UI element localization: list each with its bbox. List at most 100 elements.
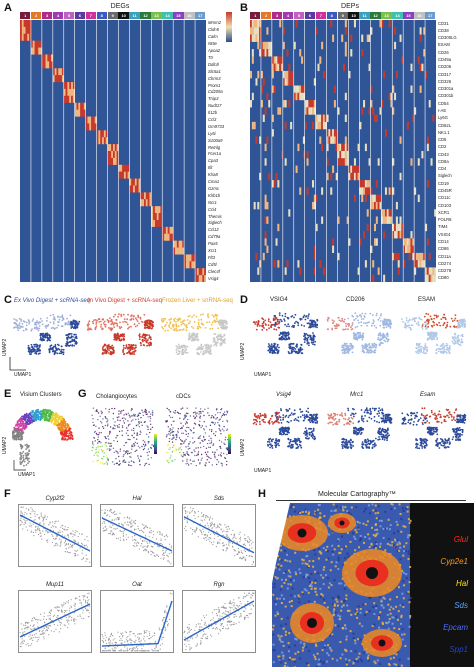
cluster-label: 14: [162, 12, 173, 19]
cluster-label: 17: [425, 12, 436, 19]
cluster-label: 9: [337, 12, 348, 19]
panel-b-letter: B: [240, 2, 248, 14]
panel-c-title-1: Ex Vivo Digest + scRNA-seq: [14, 298, 91, 304]
panel-a-cluster-bar: 1 2 3 4 5 6 7 8 9 10 11 12 13 14 15 16 17: [20, 12, 206, 19]
panel-h-title: Molecular Cartography™: [318, 491, 396, 498]
gene-label: Tnip3: [208, 96, 219, 102]
panel-c-axis-y: UMAP2: [2, 338, 8, 356]
protein-label: CD62L: [438, 122, 452, 128]
panel-d-axis-x-bottom: UMAP1: [254, 468, 272, 474]
panel-h-legend-gene: Glul: [453, 535, 468, 544]
protein-label: CD38: [438, 27, 449, 33]
gene-label: Cpa3: [208, 158, 219, 164]
panel-d-title-4: Vsig4: [276, 392, 292, 398]
gene-label: Prom1: [208, 82, 221, 88]
panel-a-heatmap: [20, 20, 206, 282]
cluster-label: 4: [282, 12, 294, 19]
gene-label: Fcer1a: [208, 151, 222, 157]
panel-b-title: DEPs: [341, 3, 359, 10]
panel-a-title: DEGs: [110, 3, 130, 10]
cluster-label: 2: [260, 12, 272, 19]
protein-label: ESAM: [438, 42, 450, 48]
gene-label: Ly6i: [208, 130, 216, 136]
protein-label: NK1.1: [438, 129, 450, 135]
panel-d-umap-cd206-protein: [326, 312, 393, 355]
panel-d-umap-vsig4-protein: [252, 312, 319, 355]
gene-label: Ccl3: [208, 116, 217, 122]
gene-label: Siglech: [208, 220, 222, 226]
panel-f-trend-plot: [182, 504, 256, 567]
protein-label: CD301a: [438, 86, 454, 92]
protein-label: TIM4: [438, 224, 448, 230]
cluster-label: 2: [30, 12, 42, 19]
gene-label: Retnlg: [208, 144, 221, 150]
panel-f-trend-plot: [18, 590, 92, 653]
protein-label: CD278: [438, 268, 452, 274]
gene-label: Apoa2: [208, 48, 221, 54]
panel-d-title-5: Mrc1: [350, 392, 364, 398]
panel-g-umap-cdcs: [165, 407, 231, 467]
protein-label: CD19: [438, 180, 449, 186]
panel-h-legend-gene: Spp1: [449, 645, 468, 654]
panel-f-trend-plot: [100, 504, 174, 567]
gene-label: Klrb1b: [208, 192, 221, 198]
panel-h-letter: H: [258, 488, 266, 500]
panel-h-cartography-image: [272, 503, 474, 667]
panel-b-cluster-bar: 1 2 3 4 5 6 7 8 9 10 11 12 13 14 15 16 17: [250, 12, 436, 19]
panel-c-axis-x: UMAP1: [14, 372, 32, 378]
cluster-label: 16: [414, 12, 425, 19]
protein-label: CD54: [438, 100, 449, 106]
cluster-label: 8: [326, 12, 338, 19]
cluster-label: 5: [63, 12, 75, 19]
cluster-label: 7: [315, 12, 327, 19]
protein-label: CD14: [438, 238, 449, 244]
panel-d-umap-esam-protein: [401, 312, 467, 355]
panel-d-title-3: ESAM: [418, 297, 436, 303]
panel-d-title-2: CD206: [346, 297, 365, 303]
protein-label: CD11a: [438, 253, 451, 259]
panel-g-umap-cholangiocytes: [91, 407, 157, 467]
panel-h-legend-gene: Hal: [455, 579, 468, 588]
protein-label: CD26: [438, 49, 449, 55]
panel-a-gene-labels: Mmrn2 Cldn5 Calm Nt5e Apoa2 Ttr Ddit4l Slc5a1 Ch…: [208, 20, 238, 282]
protein-label: CD45R: [438, 188, 452, 194]
panel-f-trend-plot: [182, 590, 256, 653]
cluster-label: 17: [195, 12, 206, 19]
panel-f-trend-plot: [18, 504, 92, 567]
gene-label: Mmrn2: [208, 20, 222, 26]
gene-label: Slc5a1: [208, 68, 221, 74]
protein-label: CD31: [438, 20, 449, 26]
gene-label: Vsig4: [208, 275, 219, 281]
cluster-label: 15: [403, 12, 414, 19]
gene-label: Cd209a: [208, 89, 223, 95]
gene-label: Chrm3: [208, 75, 221, 81]
gene-label: Ccl12: [208, 227, 219, 233]
panel-f-grid: Cyp2f2 Hal Sds Mup11 Oat Rgn: [10, 494, 256, 666]
panel-e-letter: E: [4, 388, 12, 400]
panel-f-gene-title: Sds: [213, 496, 225, 502]
panel-h-title-rule: [276, 500, 466, 501]
gene-label: Pax5: [208, 241, 218, 247]
panel-b-heatmap: [250, 20, 436, 282]
gene-label: Cldn5: [208, 27, 219, 33]
panel-c-umap-invivo: [86, 313, 155, 356]
protein-label: CD300LG: [438, 35, 457, 41]
cluster-label: 13: [151, 12, 162, 19]
gene-label: Nt5e: [208, 41, 217, 47]
panel-d-umap-esam-rna: [401, 407, 467, 450]
panel-c-letter: C: [4, 294, 12, 306]
cluster-label: 12: [370, 12, 381, 19]
protein-label: CD2: [438, 144, 447, 150]
gene-label: Ttr: [208, 54, 214, 60]
panel-h-legend-gene: Epcam: [443, 623, 468, 632]
panel-b-protein-labels: CD31 CD38 CD300LG ESAM CD26 CD49a CD206 CD317 CD…: [438, 20, 472, 282]
gene-label: S100a9: [208, 137, 223, 143]
cluster-label: 3: [271, 12, 283, 19]
panel-h-legend: Glul Cyp2e1 Hal Sds Epcam Spp1: [410, 503, 474, 667]
gene-label: Ifit: [208, 165, 213, 171]
panel-h-legend-gene: Cyp2e1: [440, 557, 468, 566]
cluster-label: 6: [304, 12, 316, 19]
cluster-label: 5: [293, 12, 305, 19]
panel-f-gene-title: Oat: [132, 582, 142, 588]
gene-label: Clec4f: [208, 268, 220, 274]
